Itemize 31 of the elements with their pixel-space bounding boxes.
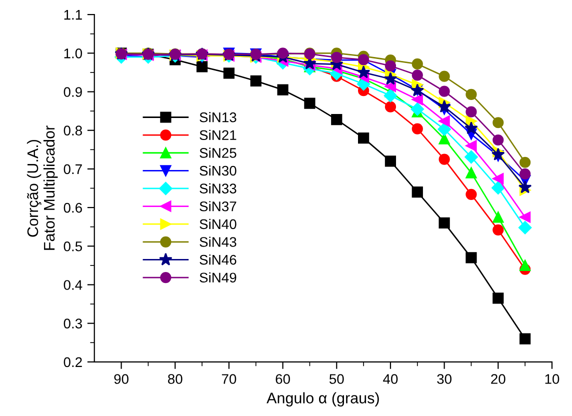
legend-label: SiN37 [200,201,236,212]
legend-label: SiN46 [200,254,236,265]
x-axis-title: Angulo α (graus) [266,392,379,406]
x-tick-label: 20 [491,374,506,384]
x-tick-label: 80 [168,374,182,384]
legend-label: SiN25 [200,148,236,158]
y-tick-label: 0.7 [64,164,82,174]
y-axis-title: Corrção (U.A.) Fator Multiplicador [26,126,58,250]
legend-label: SiN40 [200,218,236,230]
legend-label: SiN13 [200,112,236,122]
y-tick-label: 0.5 [64,241,82,252]
x-tick-label: 30 [437,374,452,384]
legend-label: SiN33 [200,183,236,194]
legend-label: SiN21 [200,130,236,140]
legend-label: SiN49 [200,272,236,283]
y-tick-label: 0.6 [64,202,82,213]
y-tick-label: 0.3 [64,318,82,328]
legend-label: SiN30 [200,165,236,176]
x-tick-label: 90 [114,374,128,384]
y-tick-label: 0.9 [64,87,82,97]
y-tick-label: 1.1 [64,10,82,20]
legend-label: SiN43 [200,236,236,247]
x-tick-label: 70 [222,374,236,384]
y-tick-label: 1.0 [64,48,82,58]
x-tick-label: 10 [545,374,560,384]
y-tick-label: 0.4 [64,280,82,290]
x-tick-label: 50 [329,374,344,384]
y-tick-label: 0.2 [64,357,82,368]
y-tick-label: 0.8 [64,126,82,136]
x-tick-label: 60 [276,374,290,384]
x-tick-label: 40 [383,374,398,384]
